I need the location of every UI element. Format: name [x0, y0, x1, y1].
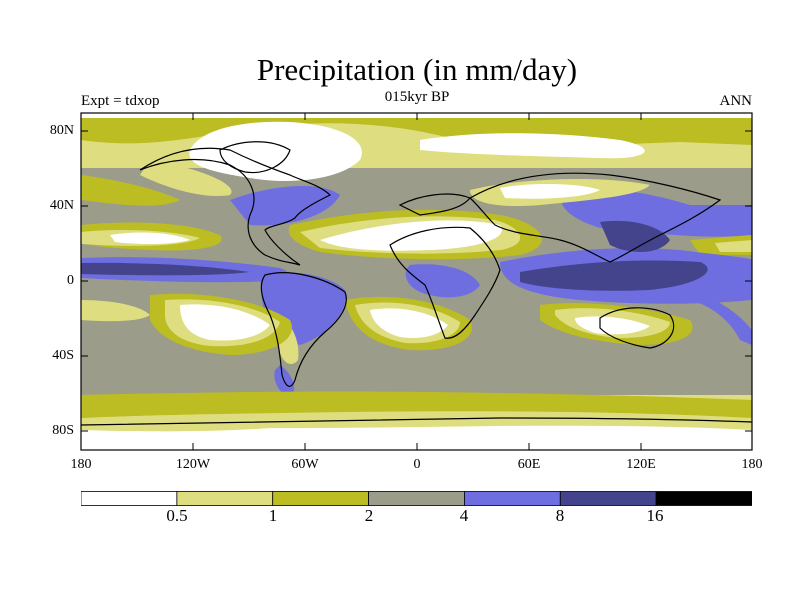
colorbar-swatch [559, 491, 657, 506]
colorbar-swatch [464, 491, 561, 506]
x-tick-label: 120E [626, 457, 656, 472]
colorbar-label: 0.5 [166, 506, 188, 525]
x-tick-label: 0 [413, 457, 421, 472]
x-tick-label: 120W [175, 457, 211, 472]
coastlines [81, 141, 752, 426]
x-tick-label: 180 [741, 457, 763, 472]
colorbar-label: 2 [364, 506, 374, 525]
x-tick-label: 60E [517, 457, 541, 472]
y-tick-label: 0 [67, 273, 74, 288]
colorbar-label: 16 [646, 506, 664, 525]
x-tick-label: 60W [291, 457, 319, 472]
colorbar-swatch [655, 491, 752, 506]
plot-title: Precipitation (in mm/day) [256, 52, 578, 87]
colorbar-label: 8 [555, 506, 565, 525]
x-tick-label: 180 [70, 457, 92, 472]
y-tick-label: 80S [52, 423, 74, 438]
y-tick-label: 40N [49, 198, 74, 213]
experiment-label: Expt = tdxop [81, 93, 160, 109]
season-label: ANN [719, 93, 753, 109]
y-tick-label: 40S [52, 348, 74, 363]
y-tick-label: 80N [49, 123, 74, 138]
colorbar [81, 491, 752, 506]
colorbar-swatch [368, 491, 465, 506]
colorbar-label: 1 [268, 506, 278, 525]
period-label: 015kyr BP [384, 89, 450, 105]
colorbar-swatch [176, 491, 274, 506]
colorbar-swatch [81, 491, 178, 506]
colorbar-label: 4 [459, 506, 469, 525]
colorbar-swatch [272, 491, 369, 506]
